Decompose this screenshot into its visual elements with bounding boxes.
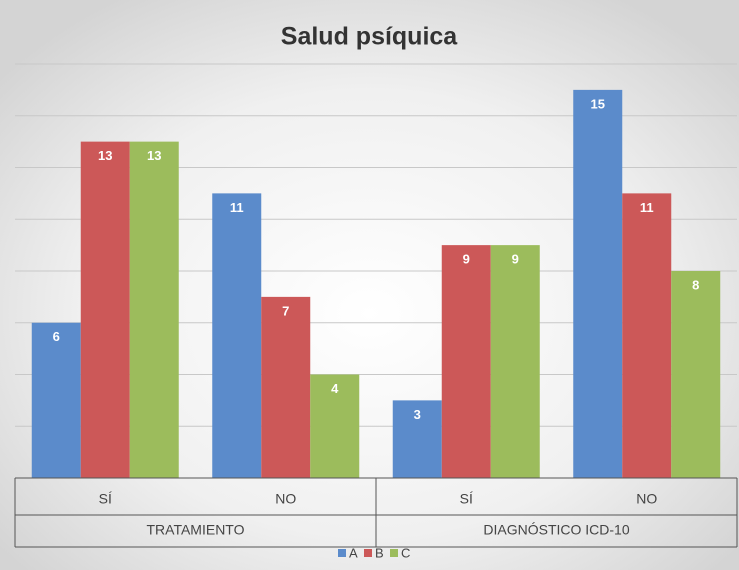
- bar: [392, 400, 442, 478]
- x-tick-label: NO: [275, 491, 296, 507]
- x-tick-label: NO: [636, 491, 657, 507]
- data-label: 15: [591, 96, 605, 111]
- bar: [129, 141, 179, 478]
- data-label: 9: [463, 252, 470, 267]
- data-label: 9: [512, 252, 519, 267]
- data-label: 8: [692, 277, 699, 292]
- legend-swatch: [338, 549, 346, 557]
- bar: [671, 271, 721, 478]
- data-label: 13: [98, 148, 112, 163]
- bar: [31, 322, 81, 478]
- x-tick-label: SÍ: [460, 491, 473, 507]
- data-label: 13: [147, 148, 161, 163]
- bar: [80, 141, 130, 478]
- bar: [622, 193, 672, 478]
- data-label: 6: [53, 329, 60, 344]
- data-label: 7: [282, 303, 289, 318]
- data-label: 4: [331, 381, 339, 396]
- legend-swatch: [364, 549, 372, 557]
- data-label: 3: [414, 407, 421, 422]
- data-label: 11: [230, 200, 244, 215]
- chart-title: Salud psíquica: [281, 23, 459, 51]
- bar: [261, 296, 311, 478]
- bar: [573, 89, 623, 478]
- legend-swatch: [390, 549, 398, 557]
- legend-label: C: [401, 545, 410, 560]
- data-label: 11: [640, 200, 654, 215]
- legend-label: B: [375, 545, 384, 560]
- bar: [310, 374, 360, 478]
- legend-label: A: [349, 545, 358, 560]
- x-tick-label: SÍ: [99, 491, 112, 507]
- group-label: DIAGNÓSTICO ICD-10: [483, 522, 629, 538]
- bar: [441, 245, 491, 478]
- bar: [490, 245, 540, 478]
- group-label: TRATAMIENTO: [147, 522, 245, 538]
- bar: [212, 193, 262, 478]
